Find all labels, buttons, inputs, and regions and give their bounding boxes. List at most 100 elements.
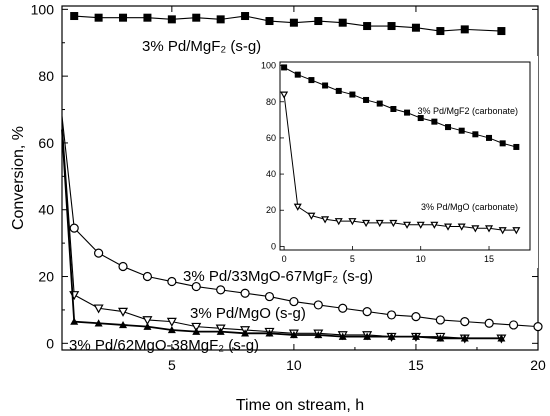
data-point bbox=[94, 13, 103, 22]
data-point bbox=[119, 320, 128, 329]
data-point bbox=[436, 27, 445, 36]
data-point bbox=[167, 325, 176, 334]
data-point bbox=[143, 13, 152, 22]
x-tick-label: 10 bbox=[286, 357, 302, 373]
inset-y-tick-label: 20 bbox=[266, 205, 276, 215]
inset-x-tick-label: 15 bbox=[484, 254, 494, 264]
data-point bbox=[216, 15, 225, 24]
inset-data-point bbox=[457, 223, 466, 231]
inset-data-point bbox=[390, 106, 397, 112]
data-point bbox=[241, 329, 250, 337]
y-tick-label: 100 bbox=[31, 1, 55, 17]
x-tick-label: 20 bbox=[530, 357, 546, 373]
data-point bbox=[167, 15, 176, 24]
series-3-pd-mgf-s-g bbox=[70, 12, 506, 36]
data-point bbox=[118, 261, 128, 272]
data-point bbox=[216, 327, 225, 335]
inset-data-point bbox=[293, 203, 302, 211]
inset-data-point bbox=[375, 219, 384, 228]
inset-data-point bbox=[281, 64, 288, 71]
inset-data-point bbox=[321, 216, 330, 224]
series-3-pd-62mgo-38mgf-s-g bbox=[61, 129, 506, 342]
inset-series-3-pd-mgf2-carbonate bbox=[281, 64, 520, 150]
inset-data-point bbox=[280, 91, 289, 99]
y-axis-title: Conversion, % bbox=[10, 126, 27, 230]
y-tick-label: 20 bbox=[38, 269, 54, 285]
inset-data-point bbox=[307, 212, 316, 220]
inset-y-tick-label: 0 bbox=[271, 241, 276, 251]
data-point bbox=[166, 317, 177, 327]
series-label: 3% Pd/62MgO-38MgF₂ (s-g) bbox=[69, 337, 259, 354]
inset-x-tick-label: 10 bbox=[416, 254, 426, 264]
data-point bbox=[338, 303, 348, 313]
data-point bbox=[69, 291, 80, 301]
inset-data-point bbox=[334, 218, 343, 226]
data-point bbox=[93, 304, 104, 314]
data-point bbox=[460, 317, 470, 327]
inset-data-point bbox=[445, 124, 452, 131]
data-point bbox=[289, 330, 298, 339]
x-axis-title: Time on stream, h bbox=[236, 397, 364, 414]
inset-data-point bbox=[472, 131, 479, 138]
data-point bbox=[484, 318, 494, 328]
inset-data-point bbox=[376, 100, 383, 107]
data-point bbox=[70, 317, 79, 325]
inset-y-tick-label: 40 bbox=[266, 169, 276, 179]
data-point bbox=[435, 315, 445, 325]
data-point bbox=[241, 12, 250, 21]
inset-data-point bbox=[349, 91, 356, 98]
data-point bbox=[314, 17, 323, 26]
data-point bbox=[265, 17, 274, 26]
y-tick-label: 0 bbox=[46, 335, 54, 351]
inset-plot: 0 20 40 60 80 100 0 5 10 15 3% Pd/MgF2 (carbonate)… bbox=[256, 56, 538, 268]
inset-series-label: 3% Pd/MgF2 (carbonate) bbox=[417, 106, 518, 116]
data-point bbox=[70, 12, 79, 21]
inset-x-tick-label: 5 bbox=[350, 254, 355, 264]
y-tick-label: 60 bbox=[38, 135, 54, 151]
data-point bbox=[216, 285, 226, 295]
inset-data-point bbox=[417, 115, 424, 122]
inset-y-tick-label: 100 bbox=[261, 61, 276, 71]
data-point bbox=[142, 271, 153, 282]
x-tick-label: 5 bbox=[168, 357, 176, 373]
data-point bbox=[338, 18, 347, 27]
inset-data-point bbox=[484, 225, 494, 233]
inset-x-tick-label: 0 bbox=[282, 254, 287, 264]
data-point bbox=[240, 288, 250, 298]
data-point bbox=[386, 310, 397, 320]
data-point bbox=[94, 319, 103, 327]
data-point bbox=[94, 248, 104, 258]
inset-data-point bbox=[308, 77, 315, 84]
inset-data-point bbox=[322, 82, 329, 89]
series-line bbox=[74, 15, 502, 32]
series-label: 3% Pd/33MgO-67MgF₂ (s-g) bbox=[183, 268, 373, 285]
inset-data-point bbox=[512, 227, 521, 235]
data-point bbox=[314, 330, 323, 339]
data-point bbox=[289, 18, 298, 27]
inset-data-point bbox=[458, 127, 465, 134]
data-point bbox=[289, 296, 299, 307]
data-point bbox=[313, 300, 323, 310]
data-point bbox=[411, 312, 421, 322]
data-point bbox=[460, 25, 469, 34]
data-point bbox=[497, 27, 506, 36]
inset-data-point bbox=[348, 218, 357, 226]
y-tick-label: 40 bbox=[38, 202, 54, 218]
data-point bbox=[143, 322, 152, 330]
data-point bbox=[411, 23, 420, 32]
data-point bbox=[142, 316, 153, 326]
series-label: 3% Pd/MgF₂ (s-g) bbox=[142, 38, 261, 55]
inset-data-point bbox=[498, 227, 507, 235]
inset-data-point bbox=[471, 225, 480, 233]
inset-data-point bbox=[486, 134, 493, 141]
data-point bbox=[411, 332, 420, 340]
data-point bbox=[265, 329, 274, 337]
inset-data-point bbox=[389, 219, 398, 228]
data-point bbox=[387, 22, 396, 31]
data-point bbox=[167, 276, 177, 287]
inset-data-point bbox=[363, 96, 370, 103]
inset-data-point bbox=[416, 221, 425, 229]
data-point bbox=[363, 332, 372, 340]
